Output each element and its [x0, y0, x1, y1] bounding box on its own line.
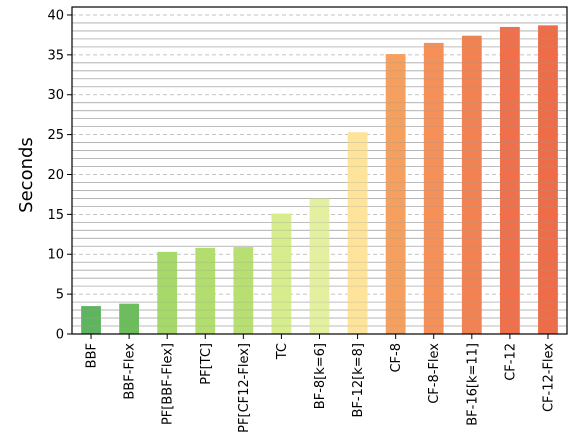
x-tick-label: BF-12[k=8]: [351, 343, 366, 417]
y-tick-label: 25: [47, 128, 64, 143]
x-tick-label: CF-8-Flex: [427, 343, 442, 404]
x-tick-label: CF-8: [389, 343, 404, 373]
x-tick-label: PF[TC]: [199, 343, 214, 385]
bar-BF-12[k=8]: [347, 132, 368, 334]
bar-BF-8[k=6]: [309, 198, 330, 334]
x-tick-label: BBF-Flex: [123, 343, 138, 400]
x-tick-label: PF[CF12-Flex]: [237, 343, 252, 433]
x-tick-label: BF-8[k=6]: [313, 343, 328, 409]
x-tick-label: BBF: [85, 343, 100, 368]
y-tick-label: 40: [47, 8, 64, 23]
bar-PF[CF12-Flex]: [233, 247, 254, 334]
y-tick-label: 15: [47, 208, 64, 223]
x-tick-label: TC: [275, 343, 290, 360]
y-tick-label: 5: [56, 288, 64, 303]
bar-BF-16[k=11]: [461, 35, 482, 335]
bars: [72, 6, 567, 335]
y-axis-label: Seconds: [16, 137, 37, 213]
y-tick-label: 35: [47, 48, 64, 63]
bar-CF-8: [385, 54, 406, 335]
x-tick-label: BF-16[k=11]: [465, 343, 480, 426]
x-tick-label: PF[BBF-Flex]: [161, 343, 176, 425]
y-tick-label: 30: [47, 88, 64, 103]
bar-BBF-Flex: [119, 303, 140, 334]
y-tick-label: 0: [56, 328, 64, 343]
bar-PF[TC]: [195, 247, 216, 334]
x-tick-labels: BBF BBF-Flex PF[BBF-Flex] PF[TC] PF[CF12-Fle…: [85, 334, 556, 433]
bar-BBF: [81, 306, 101, 334]
bar-CF-12: [499, 26, 520, 334]
bar-CF-8-Flex: [423, 42, 444, 334]
y-tick-labels: 0 5 10 15 20 25 30 35 40: [47, 8, 72, 343]
y-tick-label: 10: [47, 248, 64, 263]
x-tick-label: CF-12: [503, 343, 518, 381]
bar-CF-12-Flex: [538, 25, 558, 334]
y-tick-label: 20: [47, 168, 64, 183]
bar-PF[BBF-Flex]: [157, 251, 178, 334]
x-tick-label: CF-12-Flex: [541, 343, 556, 412]
bar-TC: [271, 213, 292, 334]
